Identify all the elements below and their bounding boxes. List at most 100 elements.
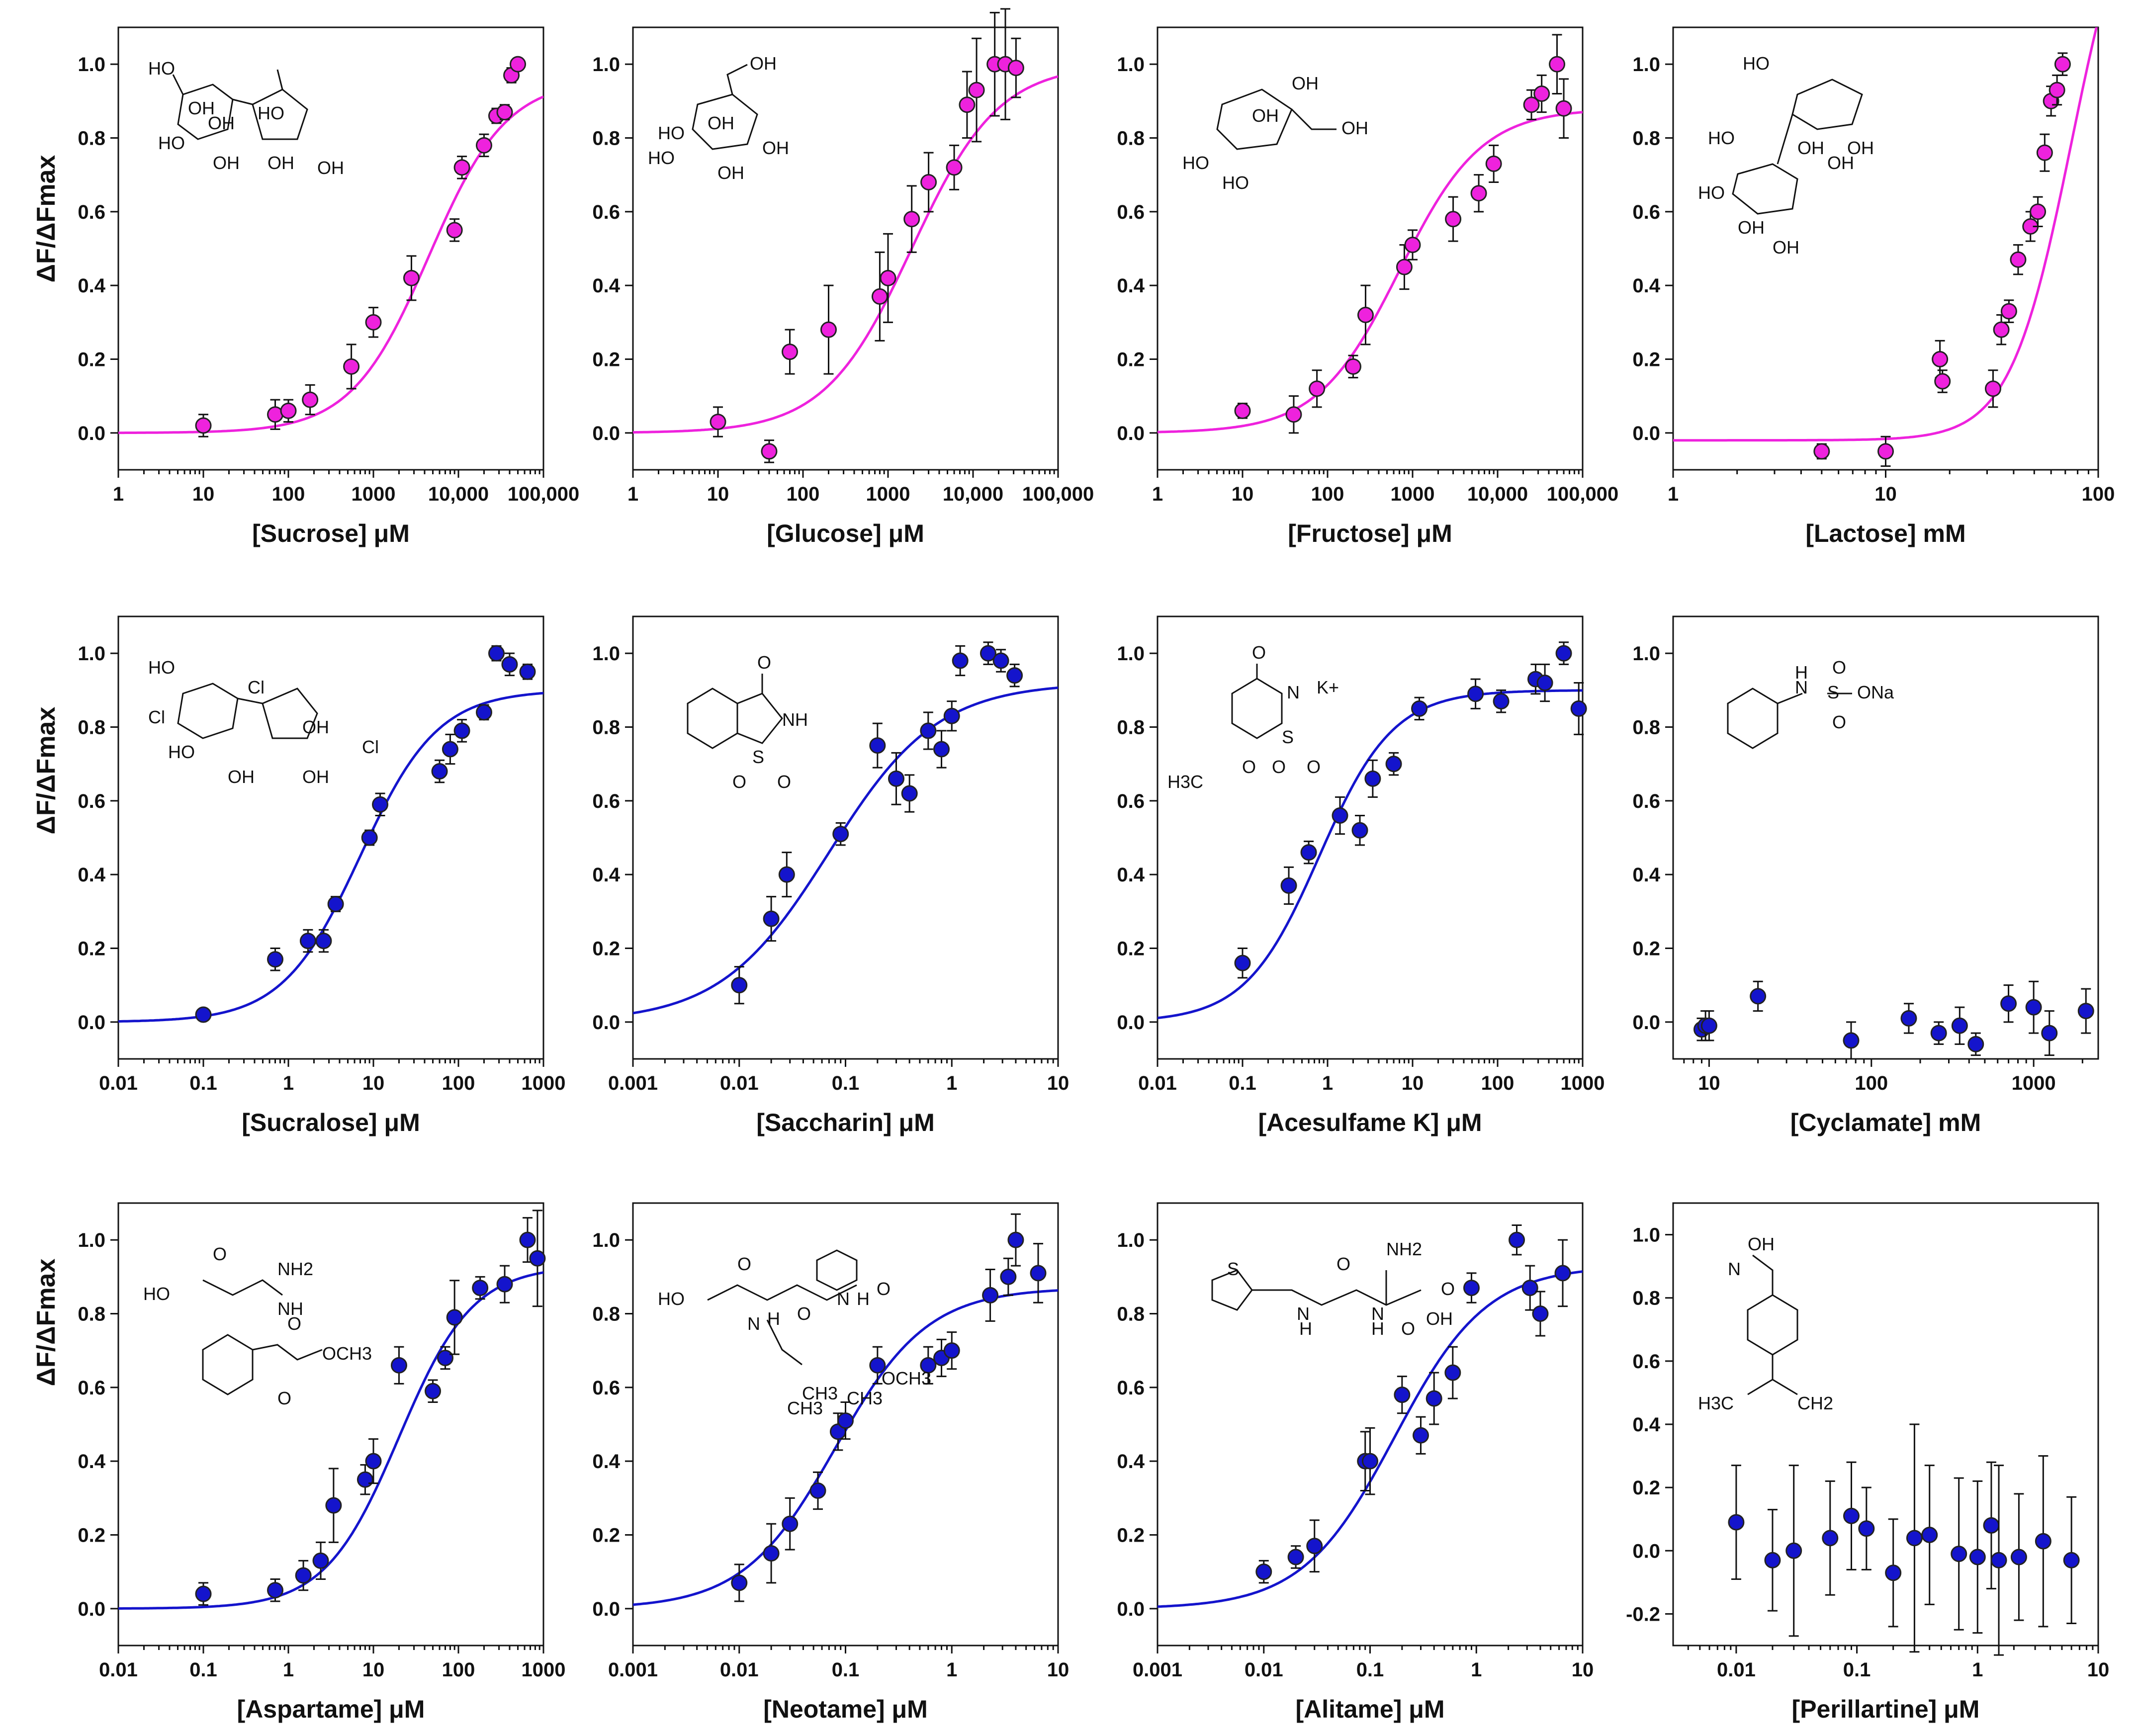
y-tick-label: 0.4 [1632, 275, 1660, 297]
x-tick-label: 0.1 [189, 1072, 217, 1094]
x-tick-label: 1000 [352, 483, 396, 505]
y-tick-label: 0.6 [592, 790, 620, 812]
data-point [837, 1412, 854, 1429]
data-point [968, 82, 985, 98]
y-tick-label: 1.0 [1632, 643, 1660, 665]
y-tick-label: 1.0 [1632, 1224, 1660, 1246]
x-tick-label: 0.1 [1229, 1072, 1256, 1094]
structure-atom-label: HO [1222, 173, 1249, 193]
y-tick-label: 0.4 [1632, 1414, 1660, 1436]
y-tick-label: 0.0 [78, 1012, 105, 1034]
data-point [1385, 756, 1402, 773]
data-point [1843, 1507, 1860, 1524]
data-point [1969, 1549, 1986, 1565]
structure-atom-label: HO [148, 657, 175, 678]
y-tick-label: 0.6 [592, 1377, 620, 1399]
data-point [2035, 1533, 2051, 1550]
structure-atom-label: H [767, 1308, 780, 1329]
y-tick-label: 0.8 [78, 1303, 105, 1325]
x-tick-label: 0.1 [189, 1659, 217, 1681]
data-point [496, 1276, 513, 1293]
data-point [529, 1250, 546, 1267]
y-tick-label: 0.2 [1117, 349, 1145, 371]
y-tick-label: 0.6 [78, 1377, 105, 1399]
data-point [1000, 1268, 1017, 1285]
plot-frame [632, 26, 1059, 471]
y-tick-label: 0.6 [1117, 790, 1145, 812]
data-point [1984, 380, 2001, 397]
y-tick-label: 0.2 [78, 349, 105, 371]
structure-atom-label: O [757, 652, 771, 673]
plot-frame [1157, 615, 1584, 1060]
data-point [1900, 1010, 1917, 1027]
data-point [1007, 60, 1024, 77]
y-tick-label: 0.8 [1117, 1303, 1145, 1325]
y-tick-label: 0.4 [1117, 275, 1145, 297]
y-tick-label: 1.0 [592, 54, 620, 76]
data-point [1412, 1427, 1429, 1444]
data-point [312, 1552, 329, 1569]
structure-atom-label: H3C [1698, 1393, 1734, 1413]
structure-bond [1777, 693, 1803, 704]
structure-bond [252, 88, 308, 140]
x-tick-label: 100 [787, 483, 820, 505]
data-point [980, 645, 996, 662]
data-point [356, 1471, 373, 1488]
y-tick-label: 0.8 [592, 1303, 620, 1325]
structure-bond [1291, 108, 1337, 130]
data-point [2000, 995, 2017, 1012]
x-tick-label: 10,000 [1467, 483, 1528, 505]
data-point [2063, 1552, 2080, 1568]
structure-atom-label: O [277, 1388, 291, 1408]
data-point [731, 1574, 748, 1591]
y-axis-label-row-1: ΔF/ΔFmax [32, 155, 61, 283]
data-point [1983, 1517, 2000, 1534]
structure-atom-label: O [1401, 1318, 1415, 1339]
data-point [1750, 988, 1767, 1005]
panel-1: 1 10 100 1000 10,000 100,000 0.0 0.2 0.4 0.6 0.8 1.… [78, 26, 579, 547]
structure-atom-label: O [737, 1254, 751, 1274]
structure-bond [1216, 88, 1293, 150]
data-point [880, 269, 896, 286]
y-tick-label: 0.6 [1117, 201, 1145, 223]
structure-atom-label: CH3 [787, 1398, 823, 1418]
structure-atom-label: OH [1847, 138, 1874, 158]
x-tick-label: 1000 [1561, 1072, 1605, 1094]
structure-atom-label: HO [1182, 153, 1209, 173]
x-axis-label: [Lactose] mM [1805, 520, 1965, 547]
structure-atom-label: K+ [1317, 677, 1339, 697]
panel-9: 0.01 0.1 1 10 100 1000 0.0 0.2 0.4 0.6 0.8 1.0 [Aspa… [78, 1202, 565, 1723]
plot-frame [117, 26, 544, 471]
x-tick-label: 1 [946, 1072, 957, 1094]
data-point [1255, 1563, 1272, 1580]
structure-atom-label: HO [658, 123, 685, 143]
y-tick-label: -0.2 [1626, 1603, 1660, 1625]
x-tick-label: 1 [1322, 1072, 1333, 1094]
structure-atom-label: O [1307, 757, 1321, 777]
y-tick-label: 1.0 [592, 1229, 620, 1251]
y-tick-label: 0.8 [1117, 128, 1145, 150]
structure-atom-label: OH [302, 717, 329, 737]
data-point [1396, 259, 1413, 275]
x-tick-label: 10 [1047, 1072, 1070, 1094]
x-tick-label: 1 [627, 483, 638, 505]
data-point [2049, 82, 2065, 98]
data-point [1932, 351, 1949, 367]
panel-7: 0.01 0.1 1 10 100 1000 0.0 0.2 0.4 0.6 0.8 1.0 [Aces… [1117, 615, 1605, 1136]
y-tick-label: 0.0 [1632, 1540, 1660, 1562]
structure-bond [1727, 688, 1779, 749]
y-tick-label: 0.6 [78, 790, 105, 812]
y-tick-label: 0.2 [78, 938, 105, 960]
y-tick-label: 0.0 [592, 423, 620, 444]
data-point [1549, 56, 1566, 73]
x-tick-label: 1 [283, 1659, 294, 1681]
data-point [195, 1006, 212, 1023]
y-tick-label: 0.2 [1632, 938, 1660, 960]
structure-atom-label: HO [158, 133, 185, 153]
data-point [195, 1585, 212, 1602]
data-point [1951, 1546, 1967, 1562]
structure-atom-label: O [797, 1303, 811, 1324]
